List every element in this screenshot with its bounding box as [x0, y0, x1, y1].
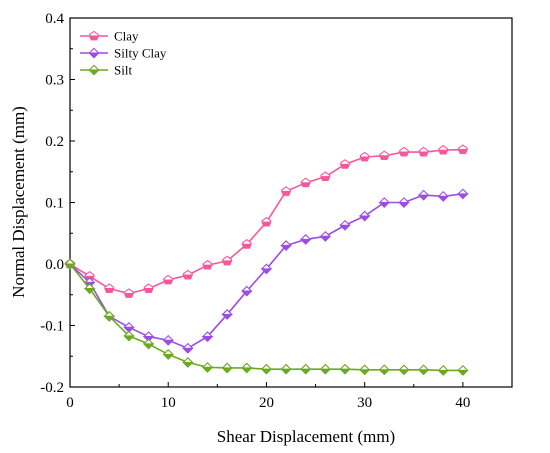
- x-tick-label: 40: [455, 395, 470, 411]
- y-tick-label: 0.3: [45, 73, 64, 89]
- data-point-silty-clay: [378, 197, 391, 208]
- y-tick-label: 0.4: [45, 11, 64, 27]
- y-tick-label: 0.1: [45, 196, 64, 212]
- legend: Clay Silty Clay Silt: [80, 29, 167, 78]
- x-tick-label: 0: [66, 395, 74, 411]
- y-tick-label: -0.1: [40, 319, 64, 335]
- data-point-clay: [202, 259, 213, 270]
- data-point-silty-clay: [260, 263, 273, 275]
- data-point-silty-clay: [142, 331, 155, 342]
- series-line-silt: [69, 263, 463, 372]
- x-tick-label: 10: [161, 395, 176, 411]
- data-point-silt: [103, 310, 116, 322]
- data-point-silty-clay: [162, 334, 175, 346]
- series-layer: [64, 144, 469, 376]
- data-point-silty-clay: [299, 234, 312, 245]
- data-point-silt: [260, 363, 273, 375]
- data-point-clay: [123, 288, 135, 298]
- data-point-silty-clay: [240, 285, 253, 297]
- data-point-clay: [320, 171, 331, 181]
- data-point-silt: [456, 365, 469, 376]
- legend-marker: [88, 64, 100, 76]
- y-tick-label: -0.2: [40, 380, 64, 396]
- data-point-silt: [240, 362, 253, 374]
- data-point-silt: [280, 363, 293, 375]
- x-tick-label: 20: [259, 395, 274, 411]
- y-tick-label: 0.2: [45, 134, 64, 150]
- data-point-silt: [221, 362, 234, 374]
- x-axis-label: Shear Displacement (mm): [217, 427, 395, 446]
- data-point-clay: [104, 283, 115, 293]
- legend-marker: [88, 30, 100, 41]
- data-point-silty-clay: [417, 189, 430, 201]
- data-point-clay: [339, 159, 351, 169]
- data-point-clay: [241, 239, 253, 249]
- data-point-clay: [359, 151, 370, 162]
- data-point-silty-clay: [201, 331, 214, 342]
- data-point-silt: [398, 364, 410, 376]
- data-point-silt: [299, 363, 312, 375]
- data-point-clay: [418, 146, 429, 157]
- data-point-silt: [437, 365, 450, 376]
- legend-item-clay: Clay: [80, 29, 139, 44]
- legend-item-silt: Silt: [80, 63, 132, 78]
- legend-marker: [88, 47, 100, 59]
- data-point-silty-clay: [339, 219, 351, 231]
- data-point-clay: [182, 269, 194, 280]
- data-point-silty-clay: [319, 230, 332, 242]
- data-point-silty-clay: [358, 210, 371, 222]
- data-point-clay: [143, 283, 154, 293]
- y-axis-ticks: -0.2 -0.1 0.0 0.1 0.2 0.3 0.4: [40, 11, 75, 396]
- data-point-silt: [358, 364, 371, 376]
- data-point-clay: [163, 274, 174, 285]
- data-point-silty-clay: [437, 190, 450, 202]
- data-point-silt: [201, 361, 214, 373]
- data-point-silty-clay: [398, 197, 410, 208]
- data-point-silty-clay: [181, 342, 194, 354]
- data-point-silt: [181, 357, 194, 368]
- legend-label: Clay: [114, 29, 139, 44]
- legend-label: Silt: [114, 63, 132, 78]
- data-point-silt: [378, 364, 391, 376]
- data-point-silt: [123, 330, 135, 342]
- data-point-silt: [162, 349, 175, 360]
- data-point-clay: [398, 146, 410, 157]
- y-tick-label: 0.0: [45, 257, 64, 273]
- data-point-clay: [300, 177, 311, 188]
- data-point-silt: [83, 283, 96, 294]
- data-point-clay: [438, 144, 449, 155]
- data-point-clay: [457, 144, 469, 154]
- data-point-silty-clay: [456, 188, 469, 200]
- x-tick-label: 30: [357, 395, 372, 411]
- x-axis-ticks: 0 10 20 30 40: [66, 382, 470, 411]
- data-point-silt: [417, 364, 430, 376]
- legend-item-silty-clay: Silty Clay: [80, 46, 167, 61]
- data-point-silt: [64, 258, 76, 270]
- data-point-clay: [280, 186, 292, 196]
- data-point-silty-clay: [280, 240, 293, 251]
- y-axis-label: Normal Displacement (mm): [9, 106, 28, 298]
- data-point-silt: [142, 338, 155, 350]
- data-point-silt: [339, 363, 351, 375]
- data-point-clay: [379, 150, 390, 161]
- data-point-silty-clay: [123, 321, 135, 333]
- data-point-silty-clay: [221, 309, 234, 320]
- data-point-silt: [319, 363, 332, 375]
- legend-label: Silty Clay: [114, 46, 167, 61]
- data-point-clay: [261, 216, 272, 227]
- data-point-clay: [221, 255, 233, 266]
